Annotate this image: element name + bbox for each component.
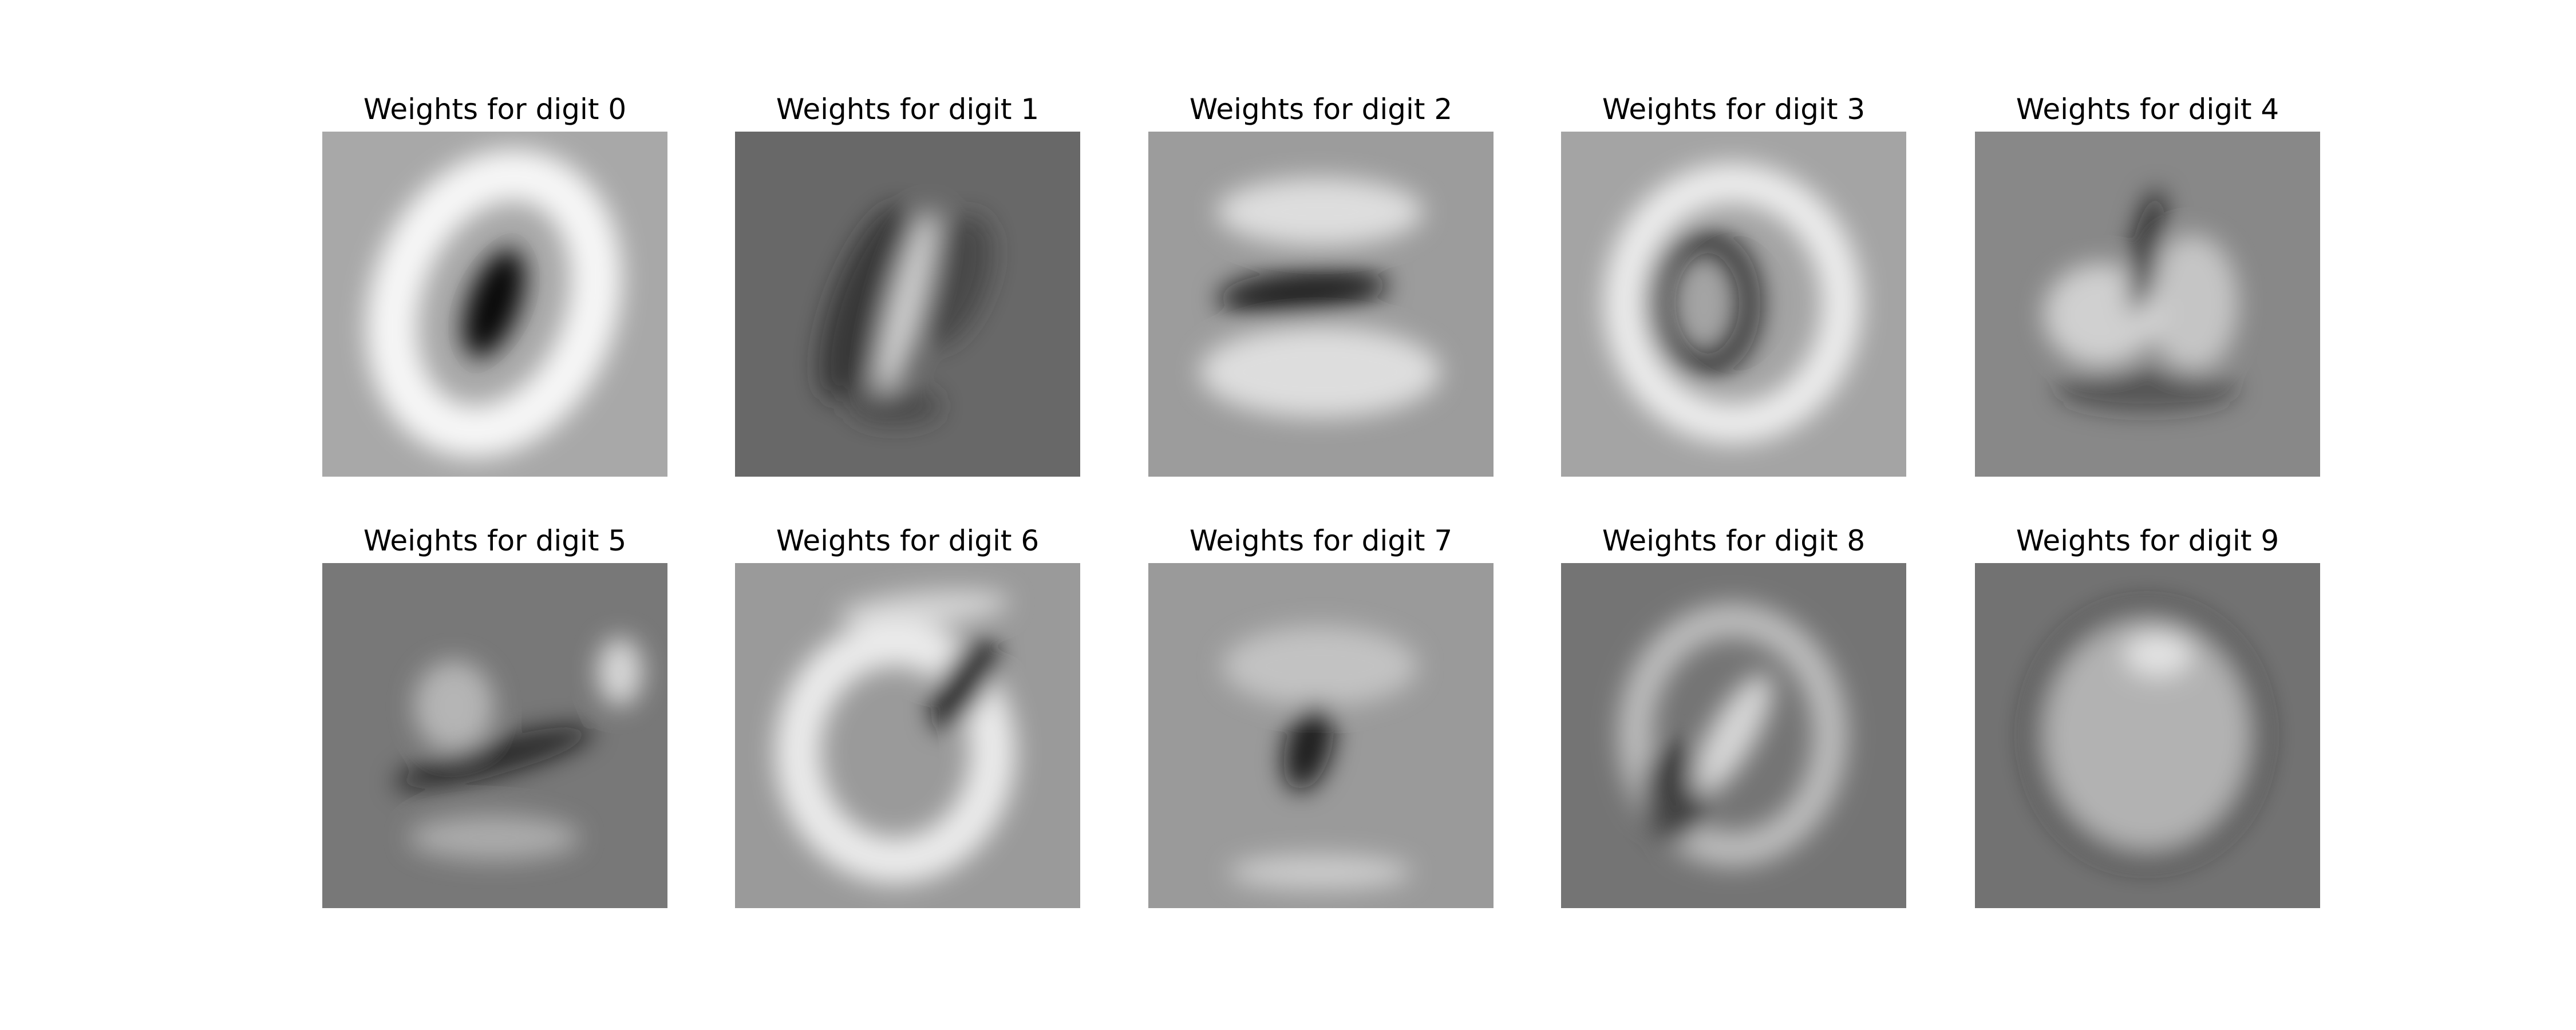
image-stroke — [1223, 626, 1417, 706]
image-stroke — [850, 389, 941, 423]
image-stroke — [366, 149, 622, 457]
image-stroke — [775, 620, 1016, 884]
image-content — [819, 205, 993, 423]
image-content — [1604, 163, 1862, 443]
panel-title: Weights for digit 5 — [364, 524, 626, 557]
image-stroke — [597, 637, 643, 706]
image-stroke — [1228, 855, 1412, 889]
image-stroke — [1217, 177, 1423, 246]
image-content — [1223, 626, 1417, 889]
panel-title: Weights for digit 8 — [1602, 524, 1865, 557]
image-stroke — [1647, 229, 1761, 378]
image-stroke — [2124, 632, 2192, 678]
image-stroke — [394, 726, 594, 789]
image-stroke — [1217, 268, 1389, 316]
image-content — [775, 590, 1016, 884]
weight-image — [322, 132, 667, 477]
image-stroke — [819, 205, 915, 401]
panel-title: Weights for digit 2 — [1190, 93, 1452, 126]
weight-image — [1148, 563, 1494, 908]
weight-image — [735, 132, 1080, 477]
image-stroke — [2024, 600, 2270, 869]
image-stroke — [838, 590, 1010, 628]
panel-title: Weights for digit 9 — [2016, 524, 2279, 557]
weight-image — [1148, 132, 1494, 477]
image-stroke — [463, 248, 526, 358]
panel-title: Weights for digit 7 — [1190, 524, 1452, 557]
image-content — [1618, 603, 1847, 866]
image-content — [2044, 189, 2238, 412]
weight-image — [1561, 132, 1906, 477]
panel-title: Weights for digit 6 — [776, 524, 1039, 557]
weight-image — [1975, 563, 2320, 908]
weight-image — [322, 563, 667, 908]
image-stroke — [2055, 366, 2238, 412]
weight-image — [1975, 132, 2320, 477]
image-content — [366, 149, 622, 457]
panel-title: Weights for digit 0 — [364, 93, 626, 126]
weight-image — [735, 563, 1080, 908]
image-stroke — [1618, 603, 1847, 866]
image-stroke — [931, 637, 997, 730]
panel-title: Weights for digit 1 — [776, 93, 1039, 126]
image-content — [394, 637, 643, 861]
image-stroke — [1283, 702, 1334, 791]
panel-title: Weights for digit 3 — [1602, 93, 1865, 126]
image-stroke — [2128, 189, 2165, 314]
image-stroke — [414, 660, 494, 752]
image-stroke — [1604, 163, 1862, 443]
image-stroke — [2044, 620, 2250, 849]
image-content — [1200, 177, 1440, 418]
image-stroke — [876, 209, 937, 398]
image-stroke — [2147, 235, 2238, 372]
image-stroke — [1641, 740, 1710, 843]
image-stroke — [1200, 326, 1440, 418]
image-stroke — [408, 815, 580, 861]
image-stroke — [1693, 674, 1773, 795]
weight-image — [1561, 563, 1906, 908]
image-content — [2024, 600, 2270, 869]
panel-title: Weights for digit 4 — [2016, 93, 2279, 126]
